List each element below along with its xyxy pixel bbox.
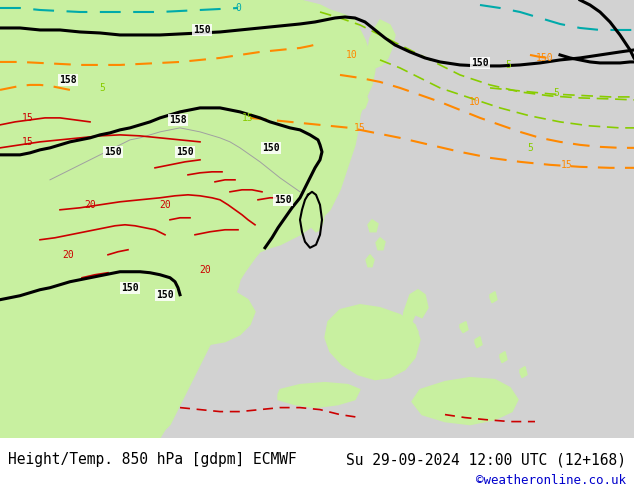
Text: 5: 5 (527, 143, 533, 153)
Text: 10: 10 (346, 50, 358, 60)
Polygon shape (402, 290, 428, 340)
Text: 5: 5 (99, 83, 105, 93)
Text: 150: 150 (156, 290, 174, 300)
Polygon shape (460, 321, 468, 333)
Polygon shape (278, 383, 360, 408)
Text: 158: 158 (59, 75, 77, 85)
Polygon shape (475, 337, 482, 348)
Text: 5: 5 (553, 88, 559, 98)
Text: 10: 10 (469, 97, 481, 107)
Polygon shape (325, 305, 420, 380)
Polygon shape (350, 88, 368, 112)
Text: 150: 150 (262, 143, 280, 153)
Polygon shape (500, 352, 507, 363)
Text: 150: 150 (193, 25, 211, 35)
Text: ©weatheronline.co.uk: ©weatheronline.co.uk (476, 474, 626, 488)
Polygon shape (310, 198, 325, 232)
Text: 150: 150 (471, 58, 489, 68)
Polygon shape (366, 255, 374, 267)
Polygon shape (175, 288, 255, 344)
Polygon shape (235, 0, 315, 40)
Polygon shape (412, 378, 518, 424)
Text: 15: 15 (22, 113, 34, 123)
Text: 20: 20 (159, 200, 171, 210)
Text: 15: 15 (22, 137, 34, 147)
Text: 158: 158 (169, 115, 187, 125)
Text: 0: 0 (235, 3, 241, 13)
Text: 150: 150 (536, 53, 554, 63)
Text: 150: 150 (176, 147, 194, 157)
Text: 20: 20 (84, 200, 96, 210)
Polygon shape (0, 0, 375, 438)
Text: 150: 150 (274, 195, 292, 205)
Polygon shape (368, 220, 378, 232)
Text: Su 29-09-2024 12:00 UTC (12+168): Su 29-09-2024 12:00 UTC (12+168) (346, 452, 626, 467)
Polygon shape (368, 20, 395, 68)
Polygon shape (490, 292, 497, 303)
Text: 20: 20 (199, 265, 211, 275)
Text: 20: 20 (62, 250, 74, 260)
Text: 15: 15 (354, 123, 366, 133)
Polygon shape (318, 80, 342, 125)
Text: 5: 5 (505, 60, 511, 70)
Text: 15: 15 (561, 160, 573, 170)
Text: 150: 150 (104, 147, 122, 157)
Text: 150: 150 (121, 283, 139, 293)
Polygon shape (520, 367, 527, 378)
Text: Height/Temp. 850 hPa [gdpm] ECMWF: Height/Temp. 850 hPa [gdpm] ECMWF (8, 452, 296, 467)
Text: 15: 15 (242, 113, 254, 123)
Polygon shape (376, 238, 385, 250)
